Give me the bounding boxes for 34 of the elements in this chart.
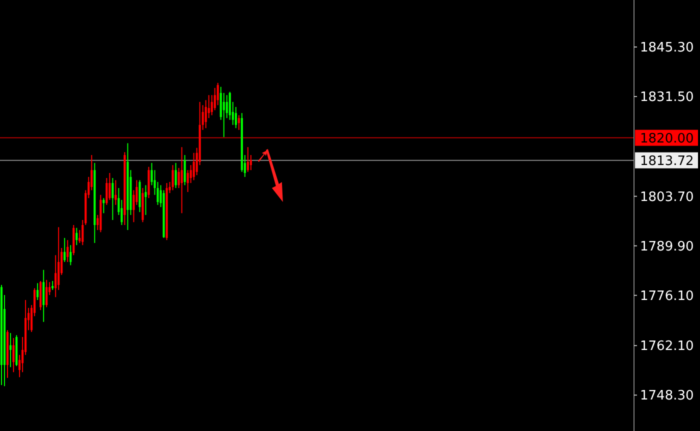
candlestick (184, 154, 186, 186)
candlestick (216, 82, 219, 106)
candlestick (108, 172, 111, 200)
candlestick (180, 146, 183, 214)
candlestick (112, 178, 114, 220)
y-tick-label: 1776.10 (640, 288, 694, 304)
candlestick (114, 180, 117, 206)
candlestick (36, 282, 39, 301)
candlestick (222, 92, 225, 138)
y-tick-label: 1845.30 (640, 40, 694, 56)
y-tick-label: 1803.70 (640, 190, 694, 205)
y-tick-label: 1789.90 (640, 239, 694, 254)
candlestick (42, 269, 45, 322)
candlestick (234, 106, 237, 129)
candlestick (144, 184, 147, 216)
candlestick (46, 279, 48, 308)
candlestick (66, 240, 69, 262)
candlestick (174, 162, 177, 189)
candlestick (70, 244, 72, 266)
candlestick (12, 338, 15, 373)
ref-line-label: 1820.00 (640, 131, 694, 146)
candlestick (192, 152, 195, 181)
candlestick (76, 227, 78, 246)
y-tick-label: 1748.30 (640, 388, 694, 404)
candlestick (172, 164, 174, 191)
y-tick-label: 1831.50 (640, 90, 694, 106)
candlestick (9, 332, 12, 368)
candlestick (238, 114, 240, 130)
candlestick (64, 237, 66, 262)
candlestick (246, 146, 249, 172)
candlestick (208, 94, 210, 119)
y-tick-label: 1762.10 (640, 339, 694, 354)
candlestick (214, 87, 216, 111)
ref-line-label: 1813.72 (640, 154, 694, 169)
